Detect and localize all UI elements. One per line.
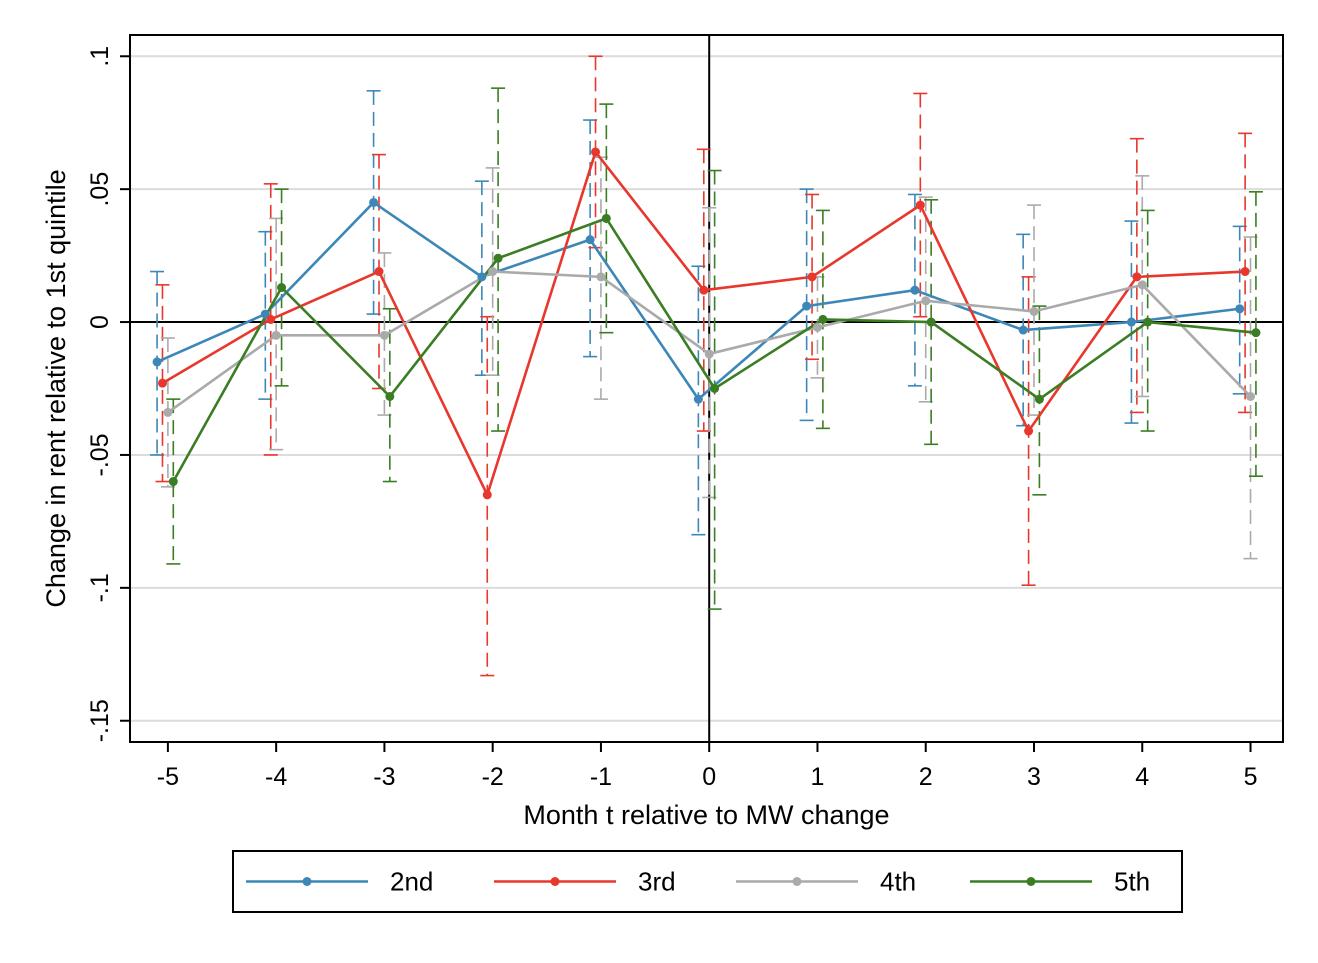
legend: 2nd 3rd 4th 5th: [232, 850, 1183, 913]
reference-lines: [130, 35, 1283, 742]
data-point-3rd: [591, 147, 601, 157]
x-tick-label: 2: [919, 763, 933, 791]
data-point-2nd: [477, 272, 487, 282]
data-point-4th: [812, 322, 822, 332]
data-point-3rd: [915, 200, 925, 210]
data-point-5th: [1034, 394, 1044, 404]
data-point-4th: [163, 407, 173, 417]
y-axis-label: Change in rent relative to 1st quintile: [41, 169, 71, 607]
data-point-2nd: [693, 394, 703, 404]
series-points: [152, 147, 1261, 500]
legend-marker-2nd: [302, 877, 312, 886]
legend-label-4th: 4th: [880, 867, 916, 897]
data-point-3rd: [1240, 267, 1250, 277]
x-tick-label: -1: [590, 763, 612, 791]
x-tick-label: 5: [1244, 763, 1258, 791]
legend-marker-5th: [1026, 877, 1036, 886]
series-lines: [156, 150, 1257, 497]
data-point-5th: [1143, 317, 1153, 327]
data-point-3rd: [266, 314, 276, 324]
data-point-2nd: [802, 301, 812, 311]
grid-layer: [130, 55, 1283, 722]
legend-label-3rd: 3rd: [638, 867, 676, 897]
data-point-3rd: [699, 285, 709, 295]
data-point-4th: [1137, 280, 1147, 290]
legend-label-5th: 5th: [1114, 867, 1150, 897]
data-point-2nd: [152, 357, 162, 367]
data-point-3rd: [1024, 426, 1034, 436]
x-tick-label: -5: [157, 763, 179, 791]
data-point-5th: [277, 283, 287, 292]
x-tick-label: -3: [373, 763, 395, 791]
data-point-5th: [168, 477, 178, 487]
data-point-4th: [596, 272, 606, 282]
data-point-5th: [926, 317, 936, 327]
data-point-4th: [1246, 391, 1256, 401]
y-tick-label: -.05: [86, 433, 114, 476]
legend-label-2nd: 2nd: [390, 867, 433, 897]
data-point-2nd: [585, 235, 595, 245]
y-tick-label: -.1: [86, 573, 114, 602]
legend-marker-3rd: [550, 877, 560, 886]
data-point-5th: [818, 314, 828, 324]
data-point-2nd: [1126, 317, 1136, 327]
data-point-4th: [921, 296, 931, 306]
data-point-4th: [379, 330, 389, 340]
data-point-4th: [271, 330, 281, 340]
data-point-4th: [704, 349, 714, 359]
confidence-intervals: [150, 55, 1263, 677]
data-point-5th: [710, 384, 720, 393]
data-point-2nd: [1235, 304, 1245, 314]
y-tick-label: -.15: [86, 699, 114, 742]
plot-frame: [129, 34, 1284, 743]
x-axis-label: Month t relative to MW change: [523, 800, 889, 830]
data-point-5th: [385, 391, 395, 401]
x-tick-label: 0: [702, 763, 716, 791]
data-point-2nd: [1018, 325, 1028, 335]
y-tick-label: 0: [86, 315, 114, 329]
y-tick-label: .05: [86, 172, 114, 207]
data-point-3rd: [807, 272, 817, 282]
data-point-5th: [493, 253, 503, 263]
data-point-4th: [488, 267, 498, 277]
x-tick-label: 3: [1027, 763, 1041, 791]
data-point-3rd: [482, 490, 492, 500]
x-tick-label: -4: [265, 763, 287, 791]
data-point-3rd: [157, 378, 167, 388]
data-point-4th: [1029, 306, 1039, 316]
y-axis-ticks: .1 .05 0 -.05 -.1 -.15: [86, 46, 130, 742]
data-point-2nd: [910, 285, 920, 295]
data-point-3rd: [374, 267, 384, 277]
data-point-3rd: [1132, 272, 1142, 282]
legend-marker-4th: [792, 877, 802, 886]
x-tick-label: -2: [482, 763, 504, 791]
x-axis-ticks: -5 -4 -3 -2 -1 0 1 2 3 4 5: [157, 742, 1258, 791]
data-point-2nd: [369, 197, 379, 207]
data-point-5th: [1251, 328, 1261, 338]
x-tick-label: 4: [1135, 763, 1149, 791]
y-tick-label: .1: [86, 46, 114, 67]
x-tick-label: 1: [811, 763, 825, 791]
data-point-5th: [601, 213, 611, 223]
